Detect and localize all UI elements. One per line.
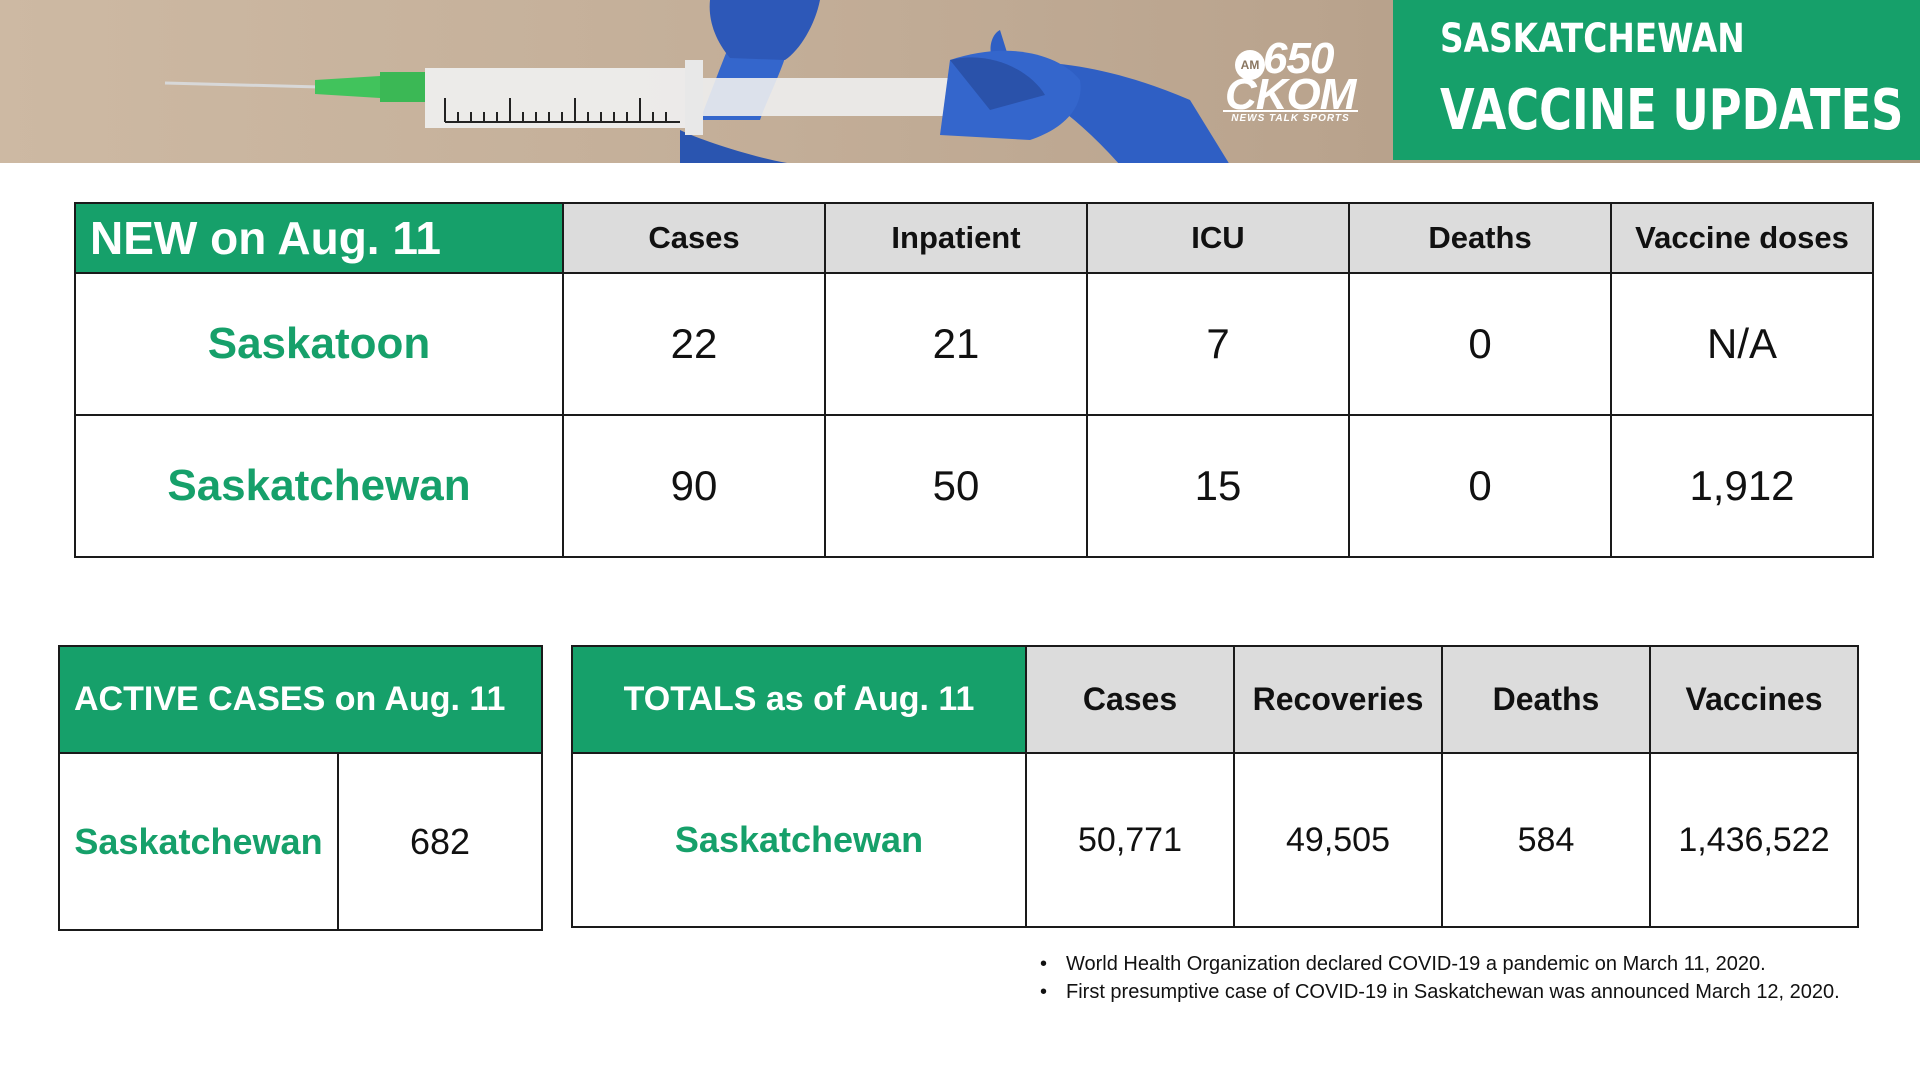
column-header: Cases — [562, 202, 826, 274]
table-cell: 682 — [336, 752, 544, 931]
header-banner: AM 650 CKOM NEWS TALK SPORTS SASKATCHEWA… — [0, 0, 1920, 163]
region-label: Saskatoon — [74, 272, 564, 416]
table-row: Saskatchewan 682 — [58, 752, 544, 931]
title-box: SASKATCHEWAN VACCINE UPDATES — [1393, 0, 1920, 160]
region-label: Saskatchewan — [571, 752, 1027, 928]
table-cell: 1,912 — [1610, 414, 1874, 558]
footnote-text: World Health Organization declared COVID… — [1066, 953, 1766, 975]
active-cases-table: ACTIVE CASES on Aug. 11 Saskatchewan 682 — [57, 645, 544, 931]
column-header: ICU — [1086, 202, 1350, 274]
table-cell: 15 — [1086, 414, 1350, 558]
table-row: Saskatchewan 50,771 49,505 584 1,436,522 — [571, 752, 1859, 928]
bullet-icon: • — [1040, 953, 1048, 975]
table-header-row: TOTALS as of Aug. 11 Cases Recoveries De… — [571, 645, 1859, 754]
table-cell: 50 — [824, 414, 1088, 558]
table-row: Saskatchewan 90 50 15 0 1,912 — [74, 414, 1874, 558]
region-label: Saskatchewan — [74, 414, 564, 558]
table-row: Saskatoon 22 21 7 0 N/A — [74, 272, 1874, 416]
table-cell: 50,771 — [1025, 752, 1235, 928]
table-header-row: ACTIVE CASES on Aug. 11 — [57, 645, 544, 754]
table-cell: 0 — [1348, 414, 1612, 558]
table-cell: 21 — [824, 272, 1088, 416]
totals-table-title: TOTALS as of Aug. 11 — [571, 645, 1027, 754]
new-cases-table: NEW on Aug. 11 Cases Inpatient ICU Death… — [74, 202, 1874, 558]
column-header: Recoveries — [1233, 645, 1443, 754]
title-main: VACCINE UPDATES — [1440, 78, 1904, 143]
ckom-logo: AM 650 CKOM NEWS TALK SPORTS — [1215, 30, 1365, 125]
table-cell: 7 — [1086, 272, 1350, 416]
table-header-row: NEW on Aug. 11 Cases Inpatient ICU Death… — [74, 202, 1874, 274]
table-cell: 0 — [1348, 272, 1612, 416]
column-header: Vaccine doses — [1610, 202, 1874, 274]
totals-table: TOTALS as of Aug. 11 Cases Recoveries De… — [571, 645, 1859, 928]
table-cell: 90 — [562, 414, 826, 558]
bullet-icon: • — [1040, 981, 1048, 1003]
table-cell: N/A — [1610, 272, 1874, 416]
column-header: Deaths — [1348, 202, 1612, 274]
table-cell: 22 — [562, 272, 826, 416]
logo-am-badge: AM — [1235, 50, 1265, 80]
active-table-title: ACTIVE CASES on Aug. 11 — [57, 645, 544, 754]
logo-tagline: NEWS TALK SPORTS — [1223, 110, 1358, 124]
footnotes: • World Health Organization declared COV… — [1036, 950, 1876, 1006]
list-item: • World Health Organization declared COV… — [1036, 950, 1876, 978]
table-cell: 49,505 — [1233, 752, 1443, 928]
title-province: SASKATCHEWAN — [1440, 16, 1745, 62]
logo-frequency: 650 — [1263, 34, 1334, 83]
column-header: Inpatient — [824, 202, 1088, 274]
footnote-text: First presumptive case of COVID-19 in Sa… — [1066, 981, 1840, 1003]
region-label: Saskatchewan — [58, 752, 339, 931]
column-header: Cases — [1025, 645, 1235, 754]
table-cell: 584 — [1441, 752, 1651, 928]
list-item: • First presumptive case of COVID-19 in … — [1036, 978, 1876, 1006]
syringe-photo — [164, 0, 1229, 163]
new-table-title: NEW on Aug. 11 — [74, 202, 564, 274]
table-cell: 1,436,522 — [1649, 752, 1859, 928]
column-header: Vaccines — [1649, 645, 1859, 754]
column-header: Deaths — [1441, 645, 1651, 754]
